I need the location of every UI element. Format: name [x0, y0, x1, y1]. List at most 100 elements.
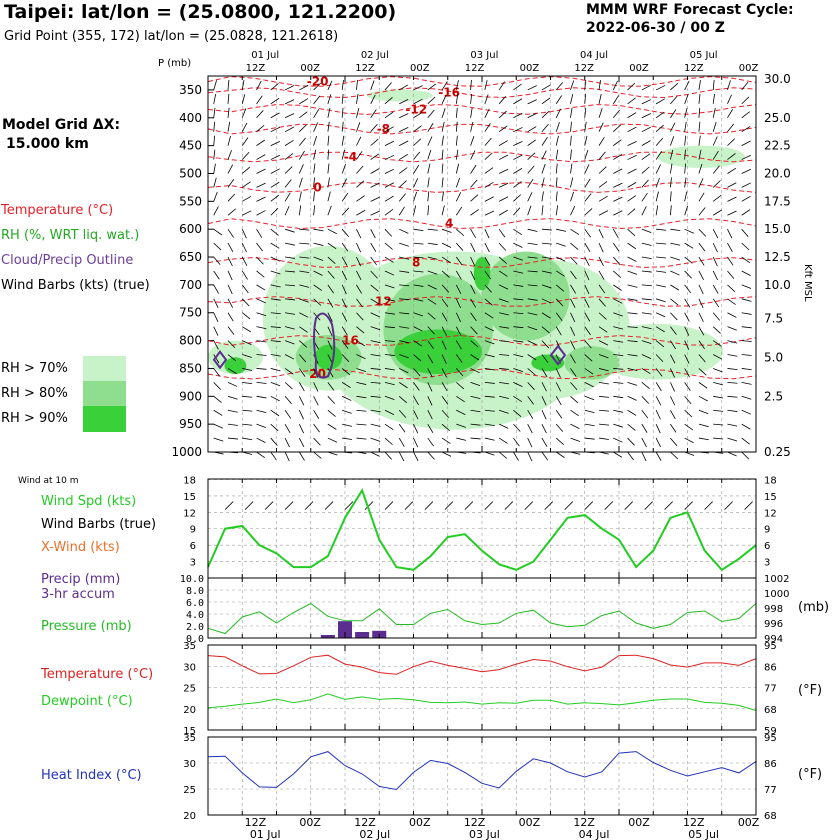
wind-barb: [541, 368, 548, 378]
wind-barb: [641, 340, 652, 345]
wind-barb: [527, 242, 538, 246]
wind-barb: [712, 284, 719, 294]
wind-barb: [256, 284, 266, 291]
wind-barb: [256, 139, 266, 146]
wind-barb: [341, 270, 347, 281]
wind-barb: [498, 96, 506, 105]
wind-barb: [456, 228, 465, 237]
wind-barb: [598, 270, 605, 280]
wind-barb: [470, 150, 476, 160]
wind-barb: [313, 242, 324, 246]
wind-barb: [299, 354, 307, 363]
wind-barb: [327, 312, 333, 322]
temperature-contour: [207, 368, 757, 380]
top-hour-tick-label: 12Z: [574, 63, 594, 74]
wind-barb: [356, 93, 359, 104]
wind-speed-series: [207, 488, 757, 572]
height-tick-label: 20.0: [764, 166, 791, 180]
wind-barb: [256, 326, 267, 330]
wind-barb: [669, 149, 674, 160]
wind-barb: [741, 196, 751, 202]
wind-barb: [698, 326, 705, 336]
wind-barb: [313, 298, 322, 306]
wind-barb: [498, 196, 509, 202]
wind-barb: [527, 410, 534, 419]
wind-barb: [598, 312, 607, 320]
wind-barb: [513, 423, 521, 432]
wind-barb: [670, 354, 676, 364]
rh-legend-70-swatch: [83, 356, 126, 382]
precip-y-tick-label: 8.0: [186, 586, 204, 597]
wind-barb: [441, 298, 449, 308]
surface-wind-barb: [744, 501, 753, 510]
surface-wind-barb: [304, 501, 314, 510]
wind-barb: [641, 409, 649, 419]
wind-barb: [356, 122, 361, 132]
wind-barb: [555, 423, 564, 432]
wind-barb: [527, 437, 533, 448]
wind-barb: [341, 207, 350, 216]
wind-barb: [227, 150, 232, 160]
wind-barb: [513, 194, 522, 202]
wind-barb: [356, 312, 364, 321]
wind-barb: [655, 437, 661, 448]
wind-barb: [598, 229, 604, 239]
wind-barb: [541, 354, 549, 363]
wind-barb: [684, 228, 694, 234]
wind-barb: [570, 228, 580, 235]
wind-barb: [413, 326, 423, 332]
wind-barb: [541, 423, 547, 434]
wind-barb: [327, 121, 330, 132]
wind-barb: [213, 354, 220, 364]
wind-barb: [712, 150, 719, 160]
wind-barb: [698, 79, 701, 90]
wind-barb: [427, 205, 430, 216]
wind-barb: [712, 242, 718, 253]
wind-barb: [669, 177, 672, 188]
wind-barb: [627, 340, 638, 342]
top-hour-tick-label: 00Z: [520, 63, 540, 74]
wind-barb: [613, 124, 621, 132]
surface-wind-barb: [684, 501, 693, 510]
temp-y-tick-label-right: 86: [764, 662, 777, 673]
wind-barb: [541, 97, 551, 105]
wind-barb: [627, 168, 637, 174]
wind-barb: [399, 228, 409, 234]
wind-barb: [613, 298, 623, 304]
temp-fahrenheit-unit: (°F): [798, 683, 823, 698]
wind-barb: [427, 284, 437, 290]
wind-barb: [370, 381, 381, 384]
wind-barb: [669, 191, 672, 202]
wind-barb: [698, 298, 704, 309]
wind-panel-title: Wind at 10 m: [18, 476, 79, 486]
precip-y-tick-label: 10.0: [180, 574, 204, 585]
wind-barb: [356, 284, 362, 294]
wind-barb: [299, 326, 308, 333]
wind-barb: [498, 242, 507, 251]
wind-barb: [427, 354, 434, 364]
temp-y-tick-label: 15: [183, 726, 196, 737]
wind-barb: [741, 126, 751, 133]
wind-barb: [384, 340, 395, 342]
wind-barb: [384, 381, 395, 386]
temperature-contour: [207, 123, 757, 135]
wind-barb: [427, 177, 430, 188]
wind-barb: [641, 126, 651, 133]
temperature-contour: [207, 151, 757, 163]
wind-barb: [698, 228, 707, 237]
wind-barb: [527, 382, 535, 390]
wind-barb: [313, 95, 321, 105]
wind-barb: [227, 208, 236, 216]
dewpoint-label: Dewpoint (°C): [41, 694, 133, 709]
wind-barb: [713, 381, 723, 386]
wind-barb: [241, 284, 249, 294]
wind-barb: [227, 179, 235, 188]
wind-barb: [513, 242, 523, 248]
pressure-unit: (mb): [798, 600, 830, 615]
wind-barb: [669, 163, 673, 174]
pressure-series: [207, 602, 757, 635]
bottom-day-label: 03 Jul: [469, 828, 500, 840]
wind-barb: [256, 340, 267, 343]
wind-barb: [555, 163, 558, 174]
wind-barb: [656, 242, 667, 245]
